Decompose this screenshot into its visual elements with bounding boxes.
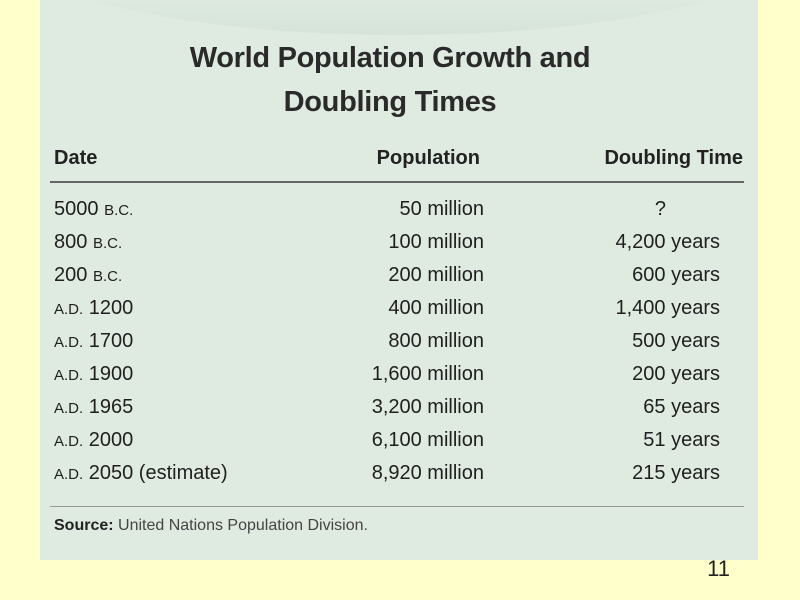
cell-population: 1,600 million — [371, 363, 484, 385]
header-arch — [40, 0, 758, 35]
table-row: A.D. 2050 (estimate) 8,920 million 215 yea… — [40, 457, 758, 490]
cell-date: 800 B.C. — [54, 231, 123, 253]
cell-doubling-time: 200 years — [632, 363, 720, 385]
cell-date: A.D. 1965 — [54, 396, 134, 418]
cell-date: 5000 B.C. — [54, 198, 134, 220]
title-line-2: Doubling Times — [283, 86, 497, 118]
table-row: A.D. 1900 1,600 million 200 years — [40, 358, 758, 391]
column-header-population: Population — [376, 147, 480, 169]
cell-doubling-time: 4,200 years — [615, 231, 720, 253]
source-label: Source: — [54, 517, 114, 534]
cell-date: 200 B.C. — [54, 264, 123, 286]
cell-doubling-time: 215 years — [632, 462, 720, 484]
table-row: 5000 B.C. 50 million? — [40, 193, 758, 226]
cell-date: A.D. 1700 — [54, 330, 134, 352]
table-panel: World Population Growth and Doubling Tim… — [40, 0, 758, 560]
cell-date: A.D. 2050 (estimate) — [54, 462, 228, 484]
table-row: A.D. 1965 3,200 million 65 years — [40, 391, 758, 424]
cell-date: A.D. 2000 — [54, 429, 134, 451]
cell-doubling-time: 500 years — [632, 330, 720, 352]
cell-population: 800 million — [388, 330, 484, 352]
cell-population: 8,920 million — [371, 462, 484, 484]
cell-population: 6,100 million — [371, 429, 484, 451]
cell-date: A.D. 1900 — [54, 363, 134, 385]
table-row: A.D. 1700 800 million 500 years — [40, 325, 758, 358]
cell-population: 200 million — [388, 264, 484, 286]
cell-doubling-time: 65 years — [643, 396, 720, 418]
source-note: Source: United Nations Population Divisi… — [54, 517, 368, 535]
cell-doubling-time: 51 years — [643, 429, 720, 451]
page-number: 11 — [707, 556, 730, 581]
table-row: A.D. 2000 6,100 million 51 years — [40, 424, 758, 457]
cell-population: 50 million — [399, 198, 484, 220]
cell-doubling-time: 1,400 years — [615, 297, 720, 319]
table-row: 200 B.C. 200 million 600 years — [40, 259, 758, 292]
cell-date: A.D. 1200 — [54, 297, 134, 319]
cell-population: 3,200 million — [371, 396, 484, 418]
column-header-doubling-time: Doubling Time — [604, 147, 743, 169]
cell-doubling-time: 600 years — [632, 264, 720, 286]
cell-doubling-time: ? — [654, 198, 666, 220]
column-header-date: Date — [54, 147, 98, 169]
title-line-1: World Population Growth and — [189, 42, 591, 74]
source-text: United Nations Population Division. — [118, 517, 368, 534]
cell-population: 400 million — [388, 297, 484, 319]
page-title: World Population Growth and Doubling Tim… — [40, 36, 740, 124]
cell-population: 100 million — [388, 231, 484, 253]
footer-divider — [50, 506, 744, 507]
table-row: 800 B.C. 100 million 4,200 years — [40, 226, 758, 259]
table-row: A.D. 1200 400 million 1,400 years — [40, 292, 758, 325]
header-divider — [50, 181, 744, 183]
